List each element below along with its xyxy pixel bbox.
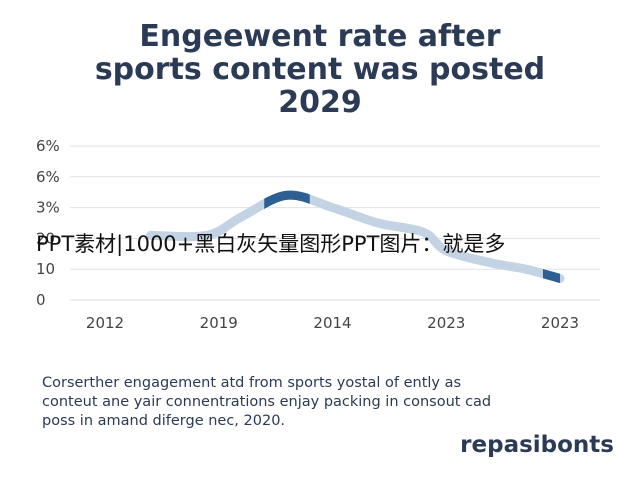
y-tick-label: 0 [36, 291, 46, 309]
watermark-overlay-text: PPT素材|1000+黑白灰矢量图形PPT图片：就是多 [36, 232, 506, 256]
x-tick-label: 2023 [427, 314, 465, 332]
y-tick-label: 10 [36, 260, 55, 278]
x-tick-label: 2014 [313, 314, 351, 332]
title-line-1: Engeewent rate after [139, 19, 501, 54]
title-line-3: 2029 [278, 85, 362, 120]
series-line [146, 190, 565, 283]
x-tick-label: 2012 [86, 314, 124, 332]
chart-caption: Corserther engagement atd from sports yo… [42, 374, 622, 431]
x-tick-labels: 2012 2019 2014 2023 2023 [86, 314, 579, 332]
y-tick-label: 6% [36, 168, 60, 186]
title-line-2: sports content was posted [94, 52, 546, 87]
y-tick-labels: 6% 6% 3% 20 10 0 [36, 137, 60, 309]
y-tick-label: 6% [36, 137, 60, 155]
x-tick-label: 2023 [541, 314, 579, 332]
chart-title: Engeewent rate after sports content was … [0, 20, 640, 119]
grid-lines [70, 145, 600, 301]
line-chart: 6% 6% 3% 20 10 0 2012 2019 2014 2023 2023 [36, 137, 600, 332]
series-lines [146, 190, 565, 283]
y-tick-label: 3% [36, 199, 60, 217]
caption-line-3: poss in amand diferge nec, 2020. [42, 413, 286, 429]
y-tick-label: 20 [36, 229, 55, 247]
x-tick-label: 2019 [200, 314, 238, 332]
caption-line-2: conteut ane yair connentrations enjay pa… [42, 394, 492, 410]
caption-line-1: Corserther engagement atd from sports yo… [42, 375, 462, 391]
brand-name: repasibonts [460, 432, 614, 458]
